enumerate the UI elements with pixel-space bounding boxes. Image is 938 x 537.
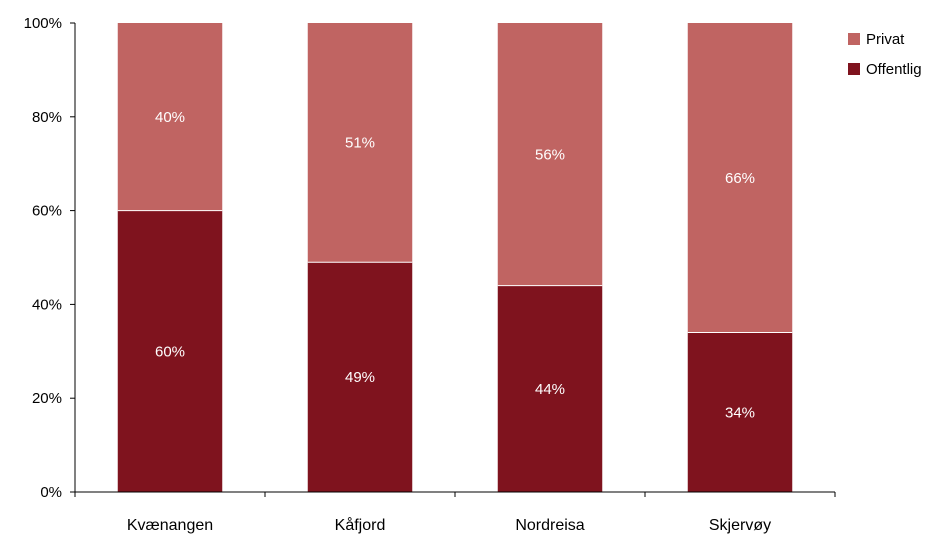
bar-privat-3 — [687, 23, 793, 333]
bar-offentlig-2 — [497, 285, 603, 492]
data-label-privat-1: 51% — [345, 135, 375, 152]
bar-privat-0 — [117, 23, 223, 211]
bar-privat-2 — [497, 23, 603, 286]
y-tick-label: 20% — [32, 390, 62, 407]
legend-label-offentlig: Offentlig — [866, 61, 922, 78]
x-tick-label: Kåfjord — [335, 516, 386, 534]
data-label-offentlig-2: 44% — [535, 381, 565, 398]
bar-offentlig-0 — [117, 210, 223, 492]
y-tick-label: 40% — [32, 296, 62, 313]
legend-label-privat: Privat — [866, 31, 905, 48]
data-label-privat-2: 56% — [535, 146, 565, 163]
data-labels: 60% 40% 49% 51% 44% 56% 34% 66% — [155, 109, 755, 421]
y-tick-label: 0% — [40, 484, 62, 501]
x-tick-label: Nordreisa — [515, 517, 584, 534]
axes: 0% 20% 40% 60% 80% 100% Kvænangen Kåfjord Nordre… — [24, 15, 836, 534]
bar-offentlig-3 — [687, 332, 793, 492]
bars — [117, 23, 793, 492]
y-tick-label: 60% — [32, 203, 62, 220]
data-label-privat-3: 66% — [725, 170, 755, 187]
y-tick-label: 80% — [32, 109, 62, 126]
legend-swatch-offentlig — [848, 63, 860, 75]
x-tick-label: Kvænangen — [127, 517, 213, 534]
data-label-privat-0: 40% — [155, 109, 185, 126]
data-label-offentlig-0: 60% — [155, 343, 185, 360]
y-tick-label: 100% — [24, 15, 62, 32]
bar-offentlig-1 — [307, 262, 413, 492]
data-label-offentlig-1: 49% — [345, 369, 375, 386]
bar-privat-1 — [307, 23, 413, 263]
legend: Privat Offentlig — [848, 31, 922, 78]
x-tick-label: Skjervøy — [709, 517, 771, 534]
data-label-offentlig-3: 34% — [725, 404, 755, 421]
legend-swatch-privat — [848, 33, 860, 45]
